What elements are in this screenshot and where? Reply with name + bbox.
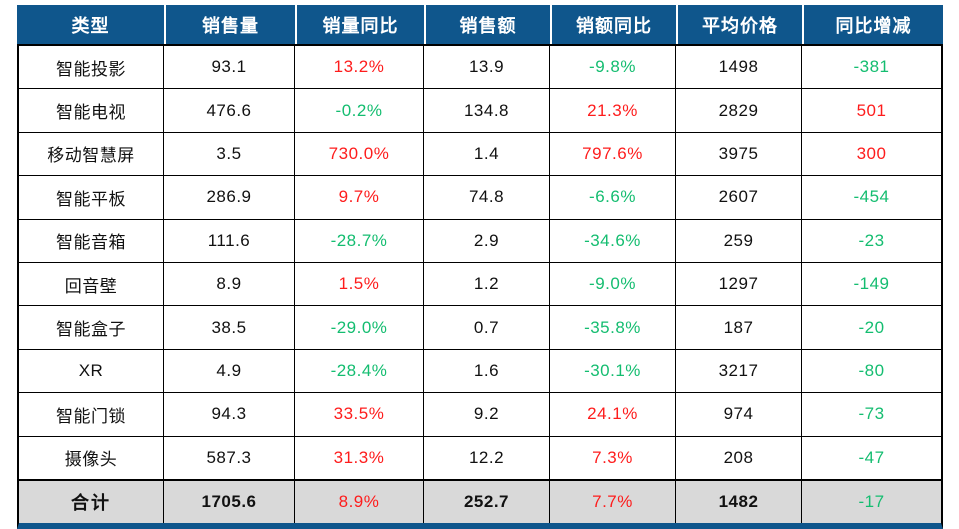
cell-sales-amount: 12.2	[424, 436, 550, 480]
header-sales-amount: 销售额	[424, 5, 550, 44]
cell-avg-price: 2607	[676, 176, 802, 220]
cell-sales-volume: 476.6	[164, 89, 295, 133]
cell-sales-amount: 74.8	[424, 176, 550, 220]
cell-yoy-change: -381	[802, 46, 941, 90]
cell-volume-yoy: 9.7%	[295, 176, 424, 220]
cell-sales-volume: 93.1	[164, 46, 295, 90]
cell-sales-amount: 252.7	[424, 480, 550, 523]
cell-category: XR	[19, 349, 164, 394]
cell-yoy-change: -17	[802, 480, 941, 523]
cell-volume-yoy: -28.7%	[295, 219, 424, 263]
cell-category: 智能电视	[19, 89, 164, 133]
cell-amount-yoy: -9.0%	[550, 262, 676, 307]
cell-yoy-change: -80	[802, 349, 941, 394]
cell-avg-price: 208	[676, 436, 802, 480]
cell-volume-yoy: 33.5%	[295, 393, 424, 437]
header-yoy-change: 同比增减	[802, 5, 943, 44]
cell-sales-volume: 38.5	[164, 306, 295, 350]
cell-category: 智能平板	[19, 176, 164, 220]
header-volume-yoy: 销量同比	[295, 5, 424, 44]
cell-category: 合计	[19, 480, 164, 523]
cell-volume-yoy: 1.5%	[295, 262, 424, 307]
sales-table: 类型 销售量 销量同比 销售额 销额同比 平均价格 同比增减 智能投影 93.1 1…	[17, 5, 943, 529]
cell-category: 智能门锁	[19, 393, 164, 437]
table-rows-container: 智能投影 93.1 13.2% 13.9 -9.8% 1498 -381 智能电视 476.6-…	[19, 46, 941, 480]
cell-sales-volume: 8.9	[164, 262, 295, 307]
cell-amount-yoy: -35.8%	[550, 306, 676, 350]
cell-category: 移动智慧屏	[19, 132, 164, 177]
cell-amount-yoy: 797.6%	[550, 132, 676, 177]
cell-category: 智能投影	[19, 46, 164, 90]
cell-category: 智能盒子	[19, 306, 164, 350]
cell-yoy-change: -23	[802, 219, 941, 263]
cell-sales-amount: 134.8	[424, 89, 550, 133]
cell-amount-yoy: -9.8%	[550, 46, 676, 90]
cell-yoy-change: -20	[802, 306, 941, 350]
cell-sales-volume: 111.6	[164, 219, 295, 263]
cell-amount-yoy: 24.1%	[550, 393, 676, 437]
cell-volume-yoy: 31.3%	[295, 436, 424, 480]
cell-sales-volume: 94.3	[164, 393, 295, 437]
table-total-row: 合计 1705.6 8.9% 252.7 7.7% 1482 -17	[19, 479, 941, 523]
cell-avg-price: 259	[676, 219, 802, 263]
cell-amount-yoy: 7.3%	[550, 436, 676, 480]
cell-sales-amount: 0.7	[424, 306, 550, 350]
cell-category: 回音壁	[19, 262, 164, 307]
cell-avg-price: 3975	[676, 132, 802, 177]
cell-sales-volume: 1705.6	[164, 480, 295, 523]
cell-amount-yoy: 7.7%	[550, 480, 676, 523]
cell-avg-price: 2829	[676, 89, 802, 133]
cell-sales-amount: 1.2	[424, 262, 550, 307]
cell-avg-price: 974	[676, 393, 802, 437]
cell-amount-yoy: -34.6%	[550, 219, 676, 263]
cell-sales-volume: 3.5	[164, 132, 295, 177]
cell-sales-amount: 13.9	[424, 46, 550, 90]
header-amount-yoy: 销额同比	[550, 5, 676, 44]
cell-yoy-change: 300	[802, 132, 941, 177]
cell-sales-amount: 9.2	[424, 393, 550, 437]
cell-sales-amount: 1.4	[424, 132, 550, 177]
cell-avg-price: 3217	[676, 349, 802, 394]
cell-volume-yoy: 730.0%	[295, 132, 424, 177]
cell-sales-amount: 2.9	[424, 219, 550, 263]
cell-yoy-change: -149	[802, 262, 941, 307]
table-body: 智能投影 93.1 13.2% 13.9 -9.8% 1498 -381 智能电视 476.6-…	[17, 44, 943, 529]
cell-sales-volume: 4.9	[164, 349, 295, 394]
table-header-row: 类型 销售量 销量同比 销售额 销额同比 平均价格 同比增减	[17, 5, 943, 44]
cell-sales-amount: 1.6	[424, 349, 550, 394]
cell-volume-yoy: 8.9%	[295, 480, 424, 523]
header-avg-price: 平均价格	[676, 5, 802, 44]
cell-avg-price: 1498	[676, 46, 802, 90]
cell-volume-yoy: -28.4%	[295, 349, 424, 394]
cell-amount-yoy: -30.1%	[550, 349, 676, 394]
cell-category: 摄像头	[19, 436, 164, 480]
cell-amount-yoy: -6.6%	[550, 176, 676, 220]
cell-yoy-change: -47	[802, 436, 941, 480]
cell-volume-yoy: 13.2%	[295, 46, 424, 90]
cell-volume-yoy: -0.2%	[295, 89, 424, 133]
cell-avg-price: 187	[676, 306, 802, 350]
header-sales-volume: 销售量	[164, 5, 295, 44]
cell-volume-yoy: -29.0%	[295, 306, 424, 350]
cell-sales-volume: 587.3	[164, 436, 295, 480]
cell-yoy-change: 501	[802, 89, 941, 133]
header-category: 类型	[17, 5, 164, 44]
cell-yoy-change: -454	[802, 176, 941, 220]
cell-sales-volume: 286.9	[164, 176, 295, 220]
cell-category: 智能音箱	[19, 219, 164, 263]
cell-yoy-change: -73	[802, 393, 941, 437]
cell-avg-price: 1297	[676, 262, 802, 307]
cell-avg-price: 1482	[676, 480, 802, 523]
cell-amount-yoy: 21.3%	[550, 89, 676, 133]
